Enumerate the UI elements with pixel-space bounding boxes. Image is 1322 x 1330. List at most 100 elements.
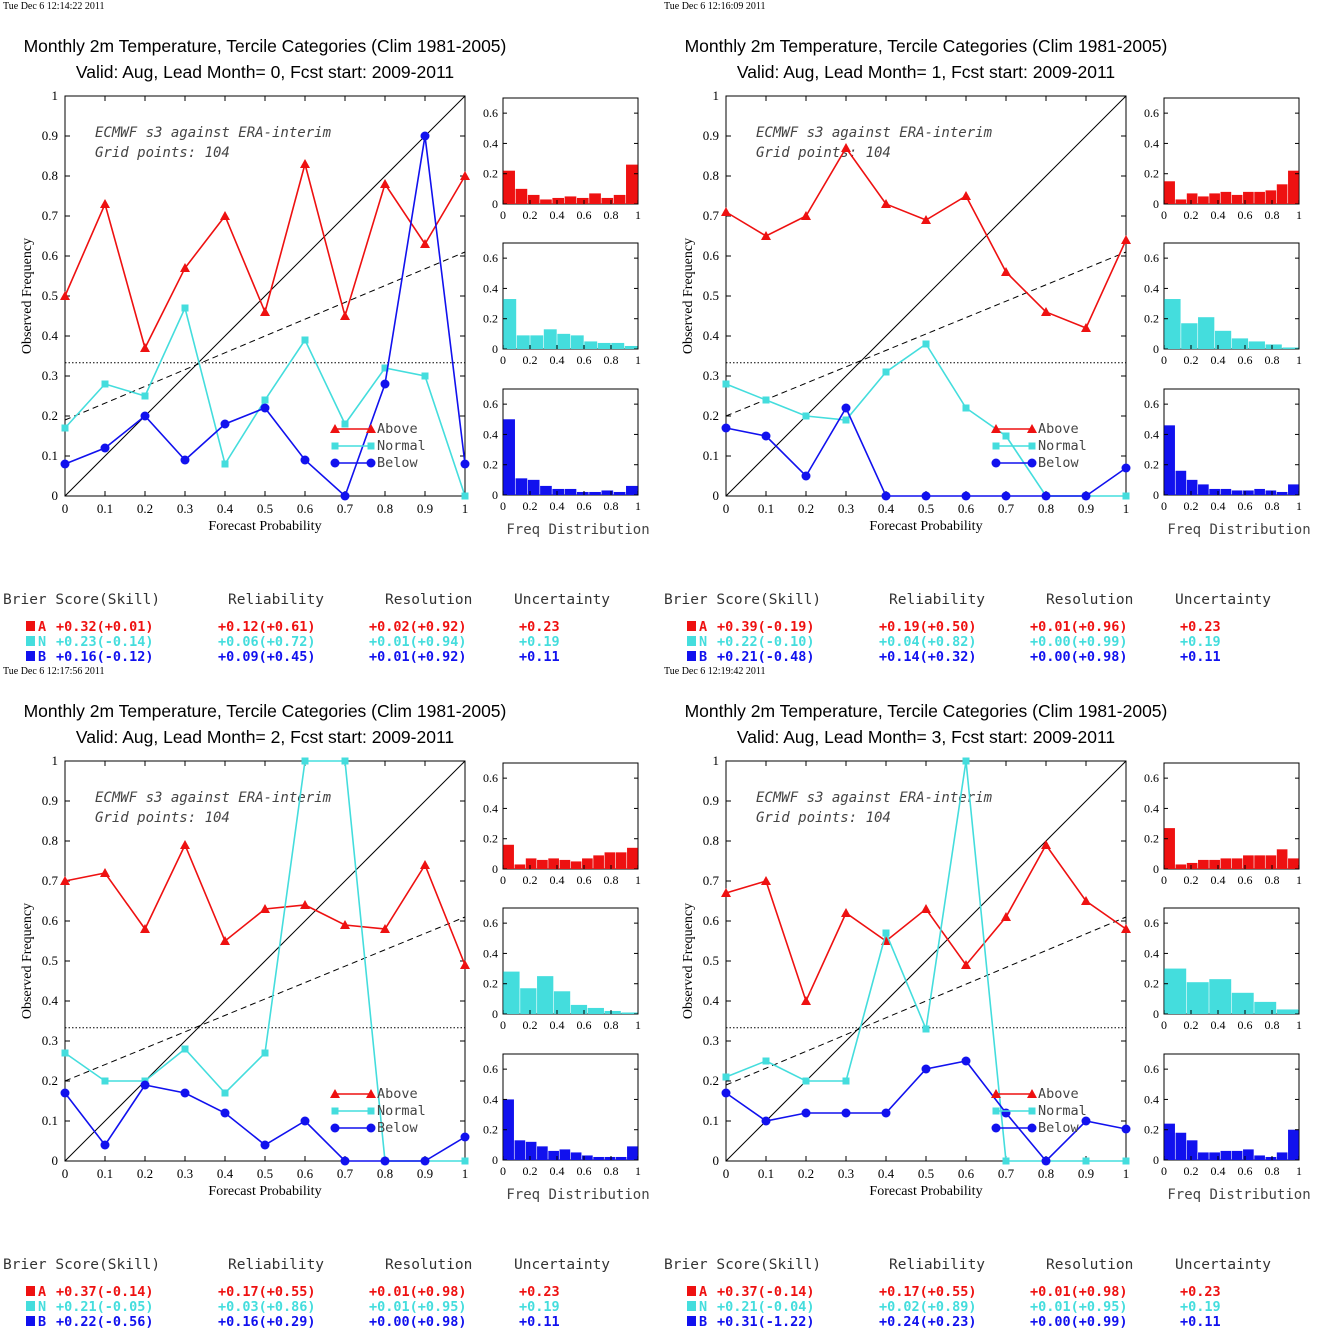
- x-tick-label: 0.1: [758, 501, 774, 516]
- histogram-bar: [1198, 859, 1209, 869]
- annotation-model: ECMWF s3 against ERA-interim: [756, 125, 993, 141]
- data-point-above: [180, 840, 190, 849]
- data-point-below: [1041, 1156, 1051, 1166]
- score-swatch-above: [687, 621, 696, 631]
- histogram-bar: [1175, 1132, 1187, 1160]
- histogram-bar: [1220, 858, 1232, 869]
- hist-y-tick-label: 0.4: [1144, 136, 1159, 150]
- hist-y-tick-label: 0.4: [1144, 946, 1159, 960]
- histogram-bar: [604, 1010, 621, 1014]
- histogram-bar: [593, 1156, 604, 1160]
- histogram-bar: [1265, 855, 1277, 869]
- score-value: +0.01(+0.98): [1030, 1284, 1128, 1300]
- hist-x-tick-label: 0.2: [1184, 1018, 1199, 1032]
- histogram-bar: [525, 858, 537, 869]
- score-value: +0.11: [1180, 1314, 1221, 1330]
- score-header: Brier Score(Skill): [664, 1257, 821, 1273]
- score-value: +0.22(-0.10): [717, 634, 815, 650]
- data-point-normal: [1082, 1157, 1090, 1165]
- legend-marker-normal: [367, 442, 375, 450]
- x-tick-label: 0.8: [1038, 501, 1054, 516]
- histogram-bar: [503, 170, 515, 204]
- data-point-normal: [421, 372, 429, 380]
- data-point-above: [380, 924, 390, 933]
- hist-y-tick-label: 0.2: [1144, 167, 1159, 181]
- hist-y-tick-label: 0.6: [483, 916, 498, 930]
- y-tick-label: 0.7: [42, 208, 59, 223]
- histogram-bar: [1186, 479, 1198, 495]
- data-point-below: [460, 459, 470, 469]
- hist-x-tick-label: 1: [635, 208, 641, 222]
- data-point-above: [220, 211, 230, 220]
- data-point-below: [260, 403, 270, 413]
- histogram-bar: [593, 855, 604, 869]
- hist-y-tick-label: 0.4: [483, 1092, 498, 1106]
- histogram-bar: [1198, 1152, 1209, 1160]
- score-value: +0.02(+0.89): [879, 1299, 977, 1315]
- data-point-normal: [341, 757, 349, 765]
- hist-y-tick-label: 0.4: [1144, 281, 1159, 295]
- score-value: +0.17(+0.55): [879, 1284, 977, 1300]
- histogram-bar: [515, 478, 528, 495]
- data-point-below: [220, 1108, 230, 1118]
- legend-marker-below: [330, 1123, 340, 1133]
- data-point-below: [220, 419, 230, 429]
- timestamp: Tue Dec 6 12:16:09 2011: [664, 1, 765, 12]
- hist-x-tick-label: 0.2: [523, 353, 538, 367]
- hist-x-tick-label: 1: [635, 353, 641, 367]
- histogram-bar: [1209, 859, 1220, 869]
- hist-x-tick-label: 0.2: [523, 499, 538, 513]
- regression-line: [725, 916, 1127, 1086]
- histogram-bar: [1276, 1009, 1299, 1014]
- histogram-bar: [601, 490, 614, 495]
- histogram-bar: [514, 864, 526, 869]
- x-tick-label: 0.4: [217, 1166, 234, 1181]
- hist-y-tick-label: 0.6: [1144, 1062, 1159, 1076]
- y-axis-label: Observed Frequency: [681, 903, 696, 1019]
- x-tick-label: 0: [723, 1166, 730, 1181]
- histogram-bar: [1181, 323, 1198, 349]
- data-point-above: [100, 868, 110, 877]
- hist-x-tick-label: 0.2: [1184, 1164, 1199, 1178]
- histogram-bar: [1164, 181, 1175, 204]
- data-point-normal: [962, 404, 970, 412]
- histogram-bar: [1265, 490, 1277, 495]
- x-tick-label: 0.8: [377, 1166, 393, 1181]
- chart-title: Monthly 2m Temperature, Tercile Categori…: [685, 36, 1168, 56]
- hist-x-tick-label: 0.4: [1211, 873, 1226, 887]
- data-point-below: [1041, 491, 1051, 501]
- histogram-bar: [1186, 982, 1209, 1014]
- annotation-model: ECMWF s3 against ERA-interim: [95, 125, 332, 141]
- data-point-above: [140, 924, 150, 933]
- histogram-bar: [1254, 1001, 1277, 1014]
- score-value: +0.00(+0.98): [1030, 649, 1128, 665]
- hist-x-tick-label: 0.8: [604, 1018, 619, 1032]
- hist-x-tick-label: 0.6: [577, 353, 592, 367]
- x-tick-label: 1: [1123, 501, 1130, 516]
- hist-y-tick-label: 0: [492, 488, 498, 502]
- hist-x-tick-label: 0.6: [1238, 1164, 1253, 1178]
- score-letter: B: [699, 1314, 707, 1330]
- hist-x-tick-label: 0.2: [1184, 353, 1199, 367]
- legend-label-below: Below: [377, 455, 419, 471]
- histogram-bar: [503, 419, 515, 495]
- histogram-bar: [1243, 1149, 1254, 1160]
- data-point-above: [921, 904, 931, 913]
- data-point-above: [1001, 912, 1011, 921]
- y-tick-label: 0: [713, 488, 720, 503]
- hist-x-tick-label: 1: [635, 499, 641, 513]
- annotation-gridpoints: Grid points: 104: [95, 810, 230, 826]
- x-tick-label: 1: [462, 1166, 469, 1181]
- chart-title: Monthly 2m Temperature, Tercile Categori…: [24, 36, 507, 56]
- histogram-bar: [615, 1156, 627, 1160]
- data-point-below: [340, 1156, 350, 1166]
- y-tick-label: 0: [713, 1153, 720, 1168]
- legend-marker-normal: [992, 442, 1000, 450]
- histogram-caption: Freq Distribution: [1167, 1187, 1310, 1203]
- hist-x-tick-label: 0.6: [577, 873, 592, 887]
- hist-x-tick-label: 0.2: [523, 873, 538, 887]
- y-axis-label: Observed Frequency: [20, 238, 35, 354]
- data-point-normal: [221, 460, 229, 468]
- data-point-normal: [181, 304, 189, 312]
- data-point-normal: [722, 380, 730, 388]
